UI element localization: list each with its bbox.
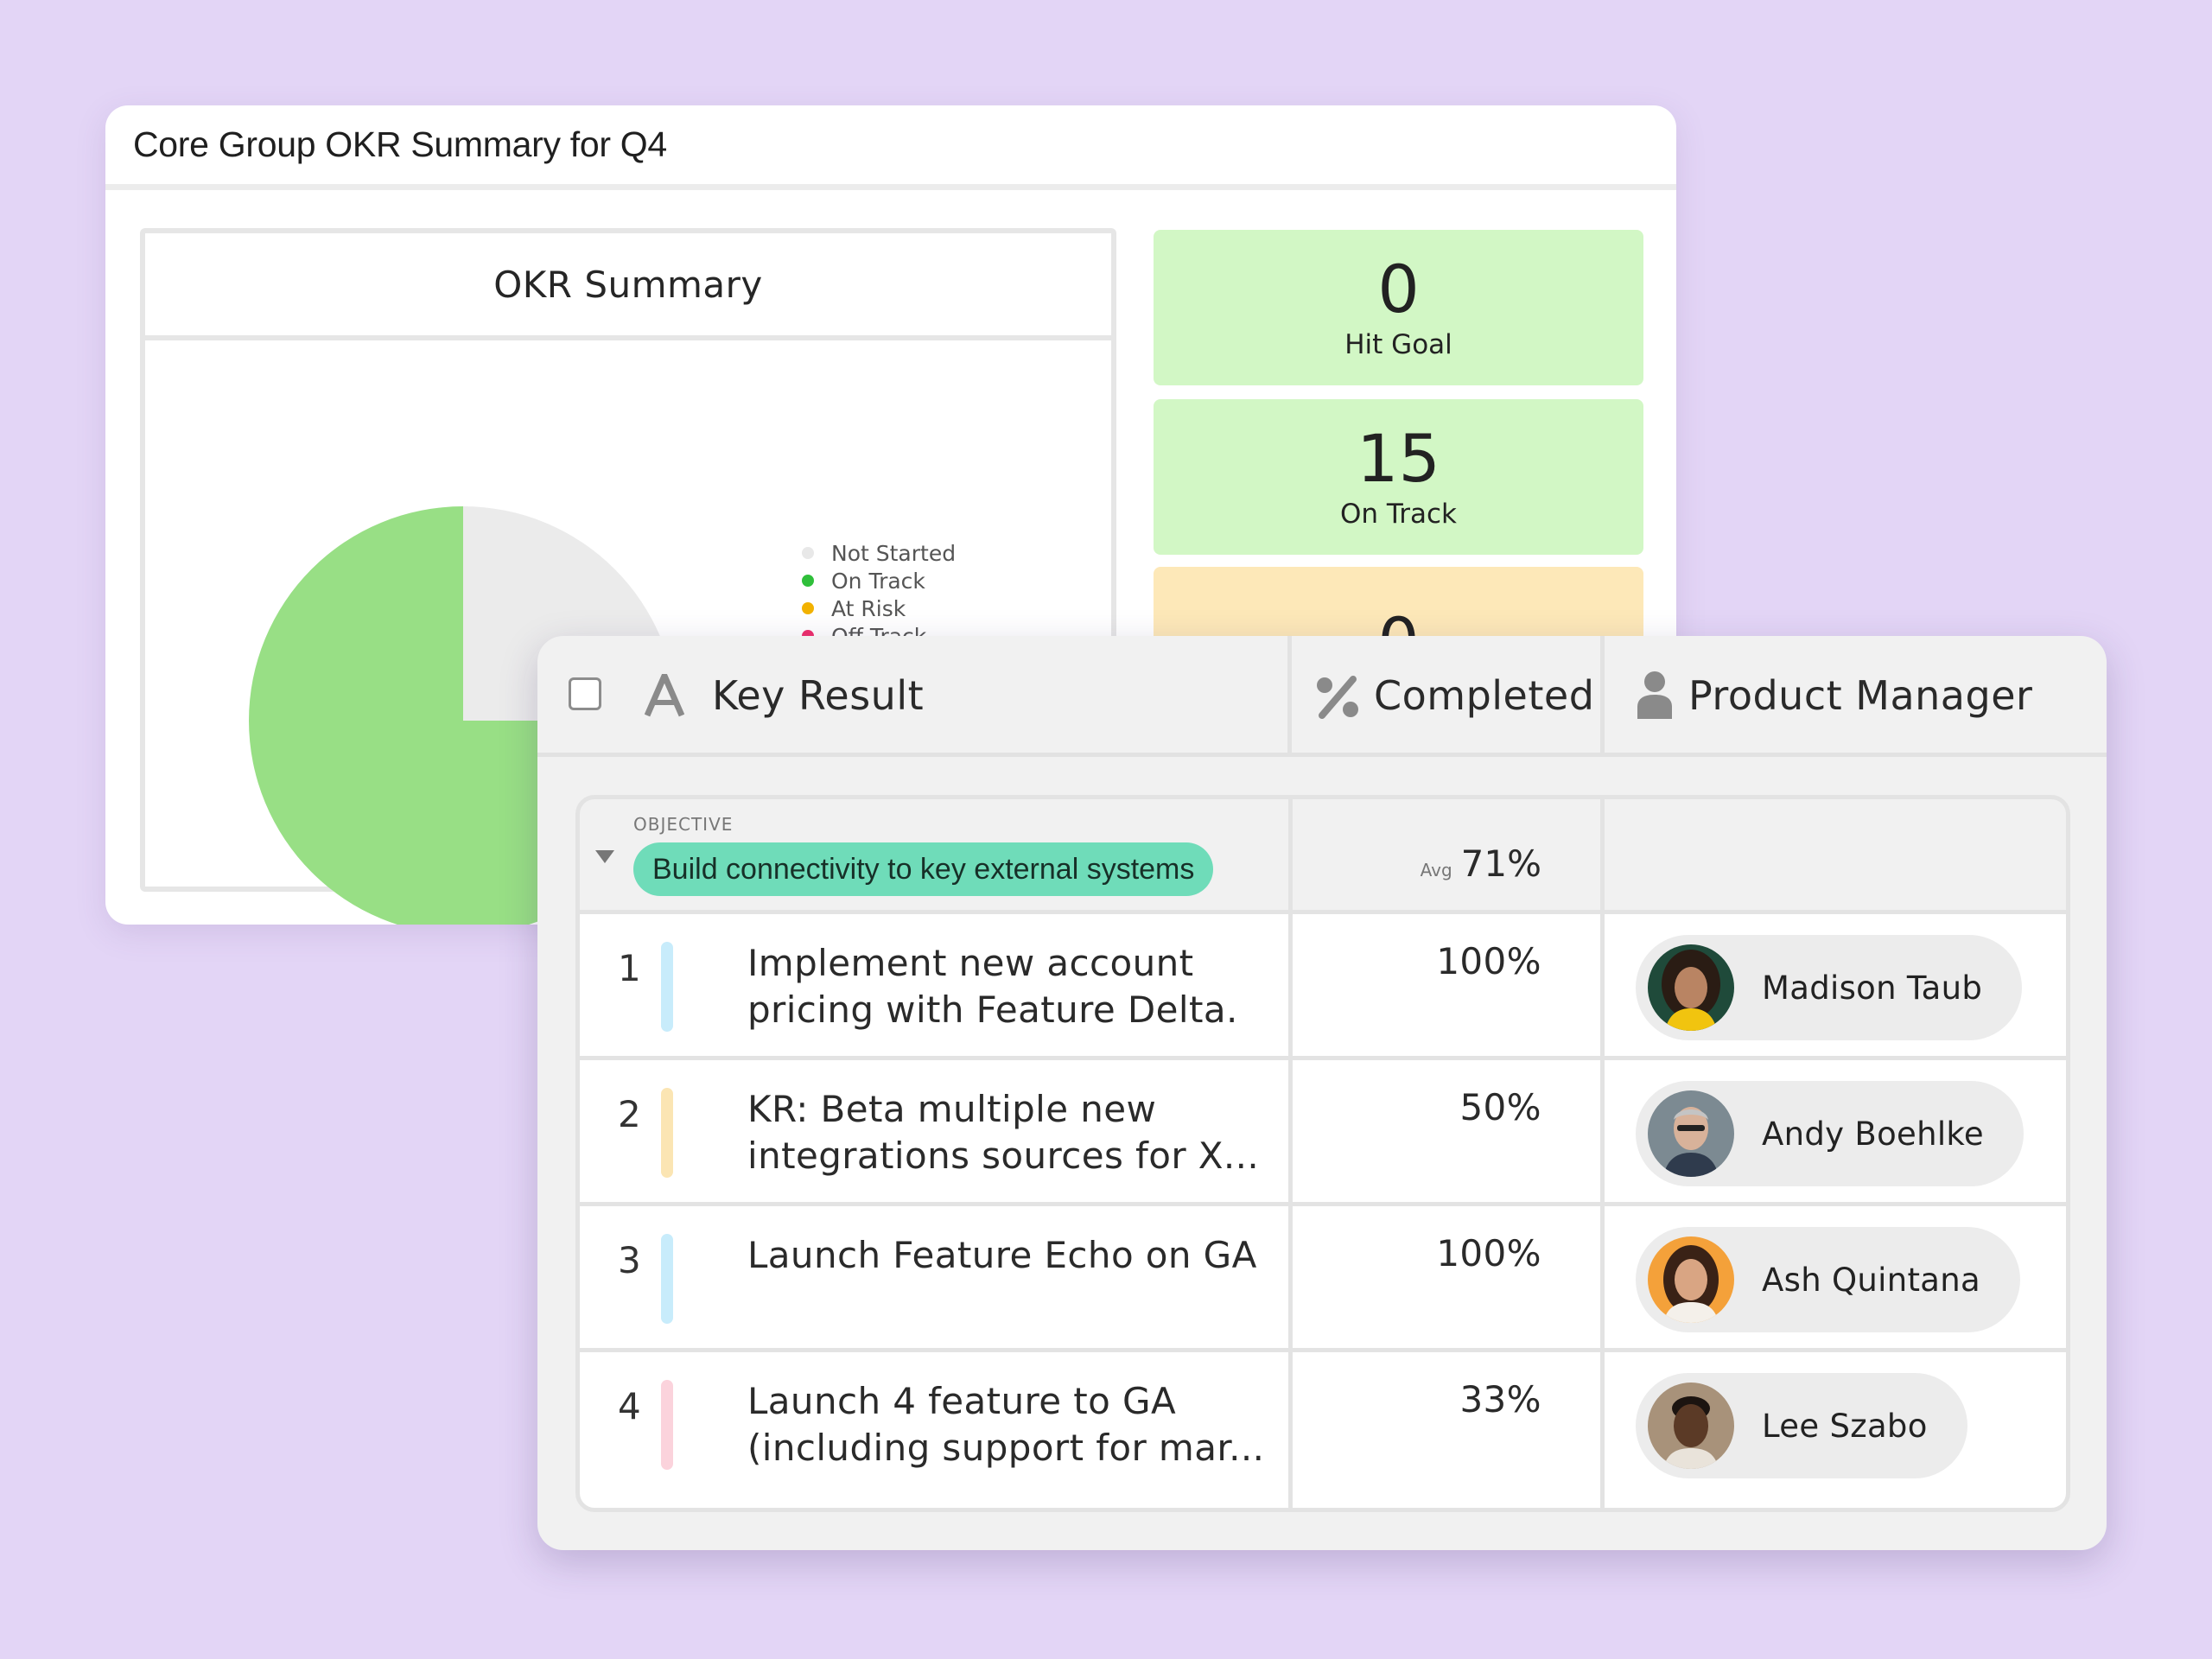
table-row-completed[interactable]: 100% [1293,1206,1600,1348]
okr-summary-header: OKR Summary [145,233,1111,340]
key-result-line-2: (including support for mar... [747,1427,1265,1469]
person-icon [1637,671,1672,719]
key-result-text: Launch Feature Echo on GA [747,1232,1257,1279]
legend-item[interactable]: Not Started [802,539,956,567]
column-header-key-result[interactable]: Key Result [712,672,925,719]
table-body: OBJECTIVE Build connectivity to key exte… [575,795,2070,1512]
row-number: 1 [618,947,641,989]
row-number: 2 [618,1093,641,1135]
stat-value: 15 [1357,420,1440,498]
person-chip[interactable]: Andy Boehlke [1636,1081,2024,1186]
okr-summary-title: OKR Summary [493,263,763,306]
key-result-line-1: Launch Feature Echo on GA [747,1234,1257,1276]
avatar [1648,1382,1734,1469]
avatar [1648,1090,1734,1177]
key-result-text: Implement new account pricing with Featu… [747,940,1238,1033]
legend-dot-icon [802,602,814,614]
person-chip[interactable]: Ash Quintana [1636,1227,2021,1332]
key-result-line-1: Launch 4 feature to GA [747,1380,1177,1422]
stat-hit-goal[interactable]: 0 Hit Goal [1154,230,1643,385]
column-header-completed[interactable]: Completed [1374,672,1595,719]
table-row-completed[interactable]: 50% [1293,1060,1600,1202]
row-color-bar [661,1234,673,1324]
key-result-text: Launch 4 feature to GA (including suppor… [747,1378,1264,1471]
person-name: Andy Boehlke [1762,1115,1984,1153]
stat-value: 0 [1377,251,1420,328]
column-divider [1287,636,1292,757]
legend-label: Not Started [831,540,957,566]
table-header: Key Result Completed Product Manager [537,636,2107,757]
key-results-table-card: Key Result Completed Product Manager OBJ… [537,636,2107,1550]
row-color-bar [661,1088,673,1178]
legend-dot-icon [802,547,814,559]
legend-item[interactable]: On Track [802,567,956,594]
avg-label: Avg [1420,860,1452,880]
column-divider [1600,636,1605,757]
key-result-text: KR: Beta multiple new integrations sourc… [747,1086,1259,1179]
dashboard-title: Core Group OKR Summary for Q4 [133,124,667,164]
table-row-manager[interactable]: Andy Boehlke [1605,1060,2066,1202]
legend-item[interactable]: At Risk [802,594,956,622]
objective-caption: OBJECTIVE [633,814,734,835]
legend-label: At Risk [831,595,906,621]
completed-value: 100% [1436,1232,1541,1274]
key-result-line-1: Implement new account [747,942,1194,984]
row-number: 3 [618,1239,641,1281]
key-result-line-2: pricing with Feature Delta. [747,988,1238,1031]
table-row-manager[interactable]: Lee Szabo [1605,1352,2066,1508]
table-row-key-result[interactable]: 1 Implement new account pricing with Fea… [580,914,1288,1056]
key-result-line-1: KR: Beta multiple new [747,1088,1157,1130]
person-name: Ash Quintana [1762,1261,1981,1299]
person-chip[interactable]: Madison Taub [1636,935,2023,1040]
objective-pill[interactable]: Build connectivity to key external syste… [633,842,1214,896]
dashboard-title-bar: Core Group OKR Summary for Q4 [105,105,1676,190]
legend-label: On Track [831,568,925,594]
stat-label: Hit Goal [1344,328,1452,360]
row-color-bar [661,1380,673,1470]
completed-value: 50% [1459,1086,1541,1128]
row-color-bar [661,942,673,1032]
table-row-completed[interactable]: 100% [1293,914,1600,1056]
legend-dot-icon [802,575,814,587]
objective-avg-cell: Avg 71% [1293,799,1600,910]
objective-group-cell: OBJECTIVE Build connectivity to key exte… [580,799,1288,910]
person-name: Madison Taub [1762,969,1983,1007]
table-row-key-result[interactable]: 3 Launch Feature Echo on GA [580,1206,1288,1348]
collapse-caret-icon[interactable] [595,850,614,863]
completed-value: 33% [1459,1378,1541,1421]
percent-icon [1317,676,1358,719]
table-row-manager[interactable]: Madison Taub [1605,914,2066,1056]
key-result-line-2: integrations sources for X... [747,1135,1260,1177]
person-chip[interactable]: Lee Szabo [1636,1373,1967,1478]
avatar [1648,944,1734,1031]
table-row-completed[interactable]: 33% [1293,1352,1600,1508]
avatar [1648,1236,1734,1323]
text-field-icon [645,674,684,717]
row-number: 4 [618,1385,641,1427]
table-row-manager[interactable]: Ash Quintana [1605,1206,2066,1348]
stat-label: On Track [1339,498,1458,530]
objective-manager-cell [1605,799,2066,910]
stat-on-track[interactable]: 15 On Track [1154,399,1643,555]
select-all-checkbox[interactable] [569,677,601,710]
avg-value: 71% [1460,842,1541,885]
person-name: Lee Szabo [1762,1407,1928,1445]
completed-value: 100% [1436,940,1541,982]
column-header-product-manager[interactable]: Product Manager [1688,672,2033,719]
objective-average: Avg 71% [1421,842,1541,885]
table-row-key-result[interactable]: 2 KR: Beta multiple new integrations sou… [580,1060,1288,1202]
table-row-key-result[interactable]: 4 Launch 4 feature to GA (including supp… [580,1352,1288,1508]
